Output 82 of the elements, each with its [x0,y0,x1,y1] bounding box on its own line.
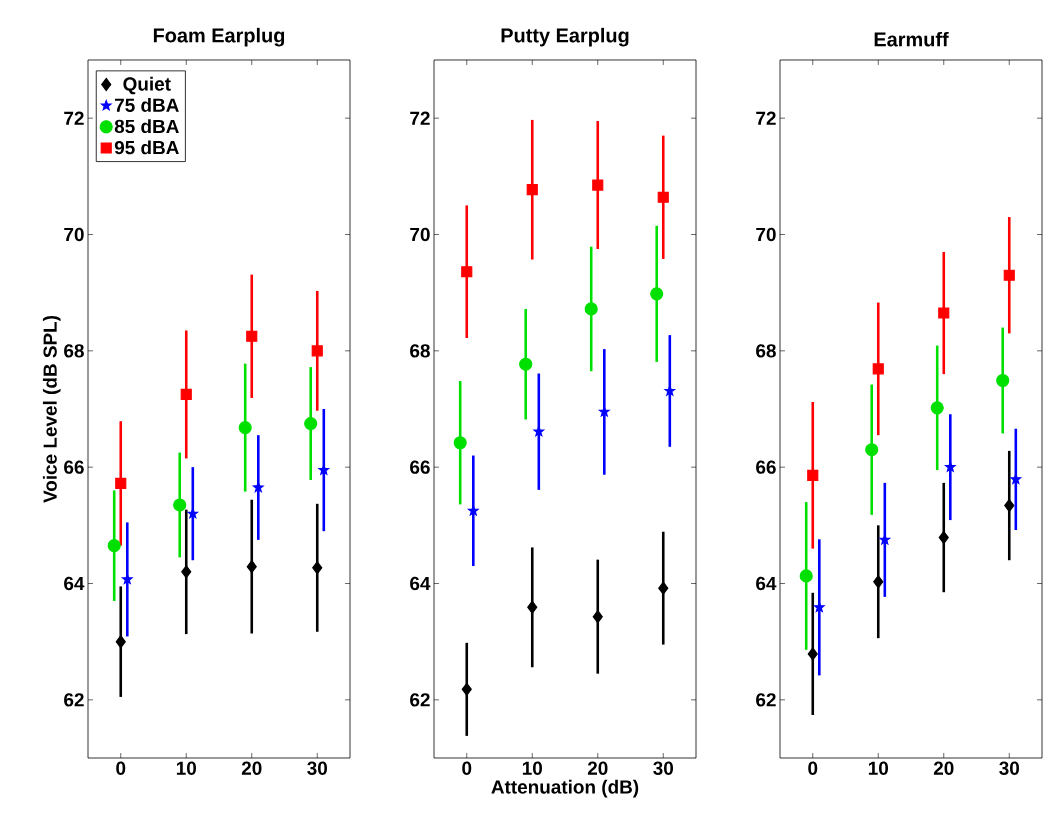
point [246,330,258,342]
point [312,561,323,575]
point [657,191,669,203]
x-tick-label: 30 [307,761,327,775]
point [592,179,604,191]
point [996,373,1010,388]
y-tick-label: 66 [410,460,430,474]
legend-label: 95 dBA [114,140,179,155]
y-tick-label: 70 [756,227,776,242]
y-tick-label: 64 [64,576,85,591]
point [533,426,545,437]
point [246,560,257,574]
point [584,302,598,316]
point [807,647,818,661]
point [461,266,473,278]
point [938,530,949,545]
point [107,539,121,553]
y-tick-label: 62 [410,693,430,707]
y-tick-label: 70 [410,227,430,242]
x-tick-label: 30 [653,761,673,775]
point [115,635,126,649]
x-tick-label: 0 [808,761,818,775]
point [461,682,472,696]
chart-title: Earmuff [874,31,949,47]
point [944,461,956,472]
y-axis-title: Voice Level (dB SPL) [42,315,61,503]
point [181,565,192,579]
point [879,534,891,545]
point [467,505,479,516]
chart-title: Foam Earplug [153,27,285,47]
point [1004,498,1015,513]
x-tick-label: 10 [868,761,889,775]
point [799,569,813,583]
y-tick-label: 64 [756,576,777,591]
point [872,363,884,375]
point [664,385,676,396]
x-axis-title: Attenuation (dB) [491,779,639,798]
point [238,421,252,435]
y-tick-label: 72 [756,111,776,125]
x-tick-label: 0 [462,761,472,775]
y-tick-label: 62 [756,693,776,707]
point [527,600,538,614]
x-tick-label: 10 [176,761,196,775]
point [598,406,610,417]
y-tick-label: 62 [64,693,84,707]
y-tick-label: 64 [410,576,431,591]
point [115,477,127,490]
chart-title: Putty Earplug [501,27,629,47]
legend-label: 75 dBA [115,98,179,112]
point [519,357,533,371]
point [930,401,944,415]
y-tick-label: 68 [64,344,84,358]
point [807,469,819,481]
y-tick-label: 72 [64,111,84,125]
y-tick-label: 70 [64,227,84,242]
point [526,184,538,196]
y-tick-label: 68 [756,344,776,358]
point [453,436,467,450]
point [592,610,603,624]
x-tick-label: 20 [933,761,954,775]
point [938,307,950,319]
point [187,508,199,519]
x-tick-label: 20 [587,761,608,775]
legend-label: 85 dBA [114,119,179,134]
y-tick-label: 66 [64,460,84,474]
point [873,575,884,589]
point [650,287,664,301]
y-tick-label: 66 [756,460,776,474]
x-tick-label: 10 [522,761,542,775]
x-tick-label: 20 [241,761,262,775]
y-tick-label: 68 [410,344,430,358]
point [865,443,879,457]
point [1003,269,1015,281]
legend-label: Quiet [123,76,171,95]
point [180,388,192,401]
point [311,345,323,357]
y-tick-label: 72 [410,111,430,125]
x-tick-label: 30 [999,761,1020,775]
point [173,498,187,512]
x-tick-label: 0 [116,761,126,775]
point [304,416,318,431]
point [658,581,669,595]
